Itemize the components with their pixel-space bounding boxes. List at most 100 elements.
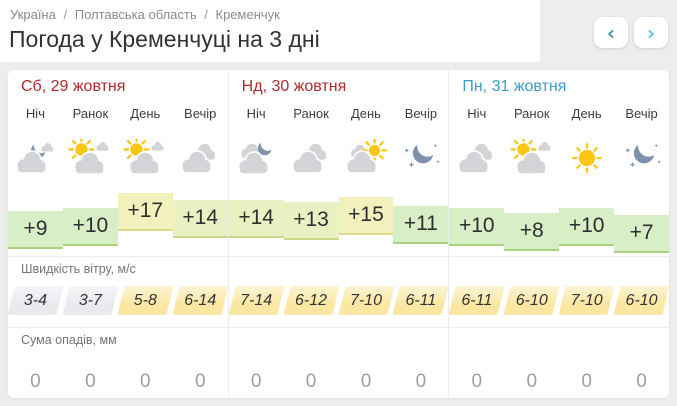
prev-day-button[interactable]: ‹ xyxy=(594,17,628,48)
period-label: Ранок xyxy=(72,105,109,121)
cloud-sun-icon xyxy=(339,126,394,190)
precipitation-row: 0 0 0 0 xyxy=(8,370,228,394)
wind-label-spacer xyxy=(449,254,669,286)
period-cell: Ніч xyxy=(229,100,284,126)
wind-speed-cell: 7-10 xyxy=(558,286,615,315)
weather-icons-row xyxy=(8,126,228,190)
sun-clouds-icon xyxy=(118,126,173,190)
precipitation-value: 0 xyxy=(581,371,592,392)
weather-icons-row xyxy=(449,126,669,190)
breadcrumb-link-city[interactable]: Кременчук xyxy=(215,7,280,22)
precipitation-cell: 0 xyxy=(614,370,669,394)
temperature-value: +14 xyxy=(228,199,284,238)
precipitation-cell: 0 xyxy=(284,370,339,394)
wind-speed-row: 3-4 3-7 5-8 6-14 xyxy=(7,286,229,315)
precipitation-value: 0 xyxy=(471,371,483,392)
breadcrumb: Україна / Полтавська область / Кременчук xyxy=(10,7,280,22)
precipitation-value: 0 xyxy=(194,371,206,392)
clouds-icon xyxy=(173,126,228,190)
temperature-value: +13 xyxy=(283,201,339,240)
temperature-value: +15 xyxy=(338,197,394,236)
chevron-right-icon: › xyxy=(646,20,656,45)
period-cell: День xyxy=(339,100,394,126)
day-title-link[interactable]: Сб, 29 жовтня xyxy=(21,78,126,95)
breadcrumb-link-country[interactable]: Україна xyxy=(10,7,56,22)
temperature-cell: +17 xyxy=(117,190,173,254)
temperature-value: +10 xyxy=(62,208,118,247)
precipitation-value: 0 xyxy=(526,371,538,392)
breadcrumb-separator: / xyxy=(63,7,68,22)
period-cell: Ніч xyxy=(8,100,63,126)
precipitation-cell: 0 xyxy=(63,370,118,394)
precipitation-cell: 0 xyxy=(339,370,394,394)
temperature-value: +14 xyxy=(172,199,228,238)
precip-section-divider xyxy=(8,327,669,328)
wind-section-label: Швидкість вітру, м/с xyxy=(21,262,136,276)
wind-speed-value: 7-14 xyxy=(240,291,273,309)
precipitation-cell: 0 xyxy=(118,370,173,394)
temperature-value: +8 xyxy=(504,212,560,251)
period-cell: Вечір xyxy=(393,100,448,126)
temperature-row: +9 +10 +17 +14 xyxy=(8,190,228,254)
precipitation-cell: 0 xyxy=(8,370,63,394)
wind-speed-cell: 5-8 xyxy=(117,286,174,315)
wind-speed-value: 6-12 xyxy=(295,291,328,309)
temperature-cell: +11 xyxy=(393,190,449,254)
page-title: Погода у Кременчуці на 3 дні xyxy=(9,26,320,52)
precipitation-cell: 0 xyxy=(449,370,504,394)
wind-speed-row: 7-14 6-12 7-10 6-11 xyxy=(228,286,449,315)
precipitation-value: 0 xyxy=(140,371,151,392)
breadcrumb-link-region[interactable]: Полтавська область xyxy=(74,7,197,22)
moon-stars-icon xyxy=(614,126,669,190)
period-label: День xyxy=(350,105,381,121)
temperature-row: +10 +8 +10 +7 xyxy=(449,190,670,254)
temperature-cell: +14 xyxy=(172,190,228,254)
precipitation-value: 0 xyxy=(636,371,647,392)
period-label: День xyxy=(571,105,602,121)
wind-speed-cell: 3-7 xyxy=(62,286,119,315)
time-of-day-row: Ніч Ранок День Вечір xyxy=(8,100,228,126)
precipitation-value: 0 xyxy=(30,371,41,392)
breadcrumb-separator: / xyxy=(204,7,208,22)
period-cell: Вечір xyxy=(614,100,669,126)
temperature-cell: +8 xyxy=(504,190,560,254)
temperature-cell: +13 xyxy=(283,190,339,254)
wind-speed-cell: 6-10 xyxy=(503,286,560,315)
temperature-value: +10 xyxy=(559,208,615,247)
next-day-button[interactable]: › xyxy=(634,17,668,48)
period-cell: Вечір xyxy=(173,100,228,126)
period-cell: Ранок xyxy=(504,100,559,126)
precip-label-spacer xyxy=(229,315,449,370)
wind-speed-value: 6-10 xyxy=(515,291,548,309)
wind-speed-cell: 7-14 xyxy=(228,286,285,315)
wind-speed-cell: 6-11 xyxy=(392,286,449,315)
day-title-link[interactable]: Нд, 30 жовтня xyxy=(241,78,347,95)
precipitation-row: 0 0 0 0 xyxy=(229,370,449,394)
precipitation-cell: 0 xyxy=(559,370,614,394)
wind-speed-value: 3-7 xyxy=(78,291,102,309)
wind-speed-value: 7-10 xyxy=(349,291,382,309)
precipitation-cell: 0 xyxy=(504,370,559,394)
moon-cloud-icon xyxy=(8,126,63,190)
period-label: Ніч xyxy=(467,105,487,121)
period-cell: День xyxy=(559,100,614,126)
temperature-cell: +15 xyxy=(338,190,394,254)
period-label: День xyxy=(130,105,161,121)
wind-speed-cell: 6-12 xyxy=(282,286,340,315)
precip-section-label: Сума опадів, мм xyxy=(21,333,117,347)
temperature-row: +14 +13 +15 +11 xyxy=(228,190,449,254)
temperature-cell: +10 xyxy=(449,190,505,254)
wind-speed-cell: 7-10 xyxy=(337,286,395,315)
clouds-icon xyxy=(449,126,504,190)
temperature-value: +7 xyxy=(614,215,670,253)
moon-stars-icon xyxy=(393,126,448,190)
wind-speed-cell: 3-4 xyxy=(7,286,64,315)
temperature-cell: +14 xyxy=(228,190,284,254)
temperature-cell: +10 xyxy=(62,190,118,254)
period-label: Ранок xyxy=(513,105,550,121)
period-label: Вечір xyxy=(625,105,658,121)
day-title-link[interactable]: Пн, 31 жовтня xyxy=(462,78,567,95)
period-cell: День xyxy=(118,100,173,126)
forecast-columns: Сб, 29 жовтня Ніч Ранок День Вечір +9 +10 +17 +1… xyxy=(7,70,670,398)
